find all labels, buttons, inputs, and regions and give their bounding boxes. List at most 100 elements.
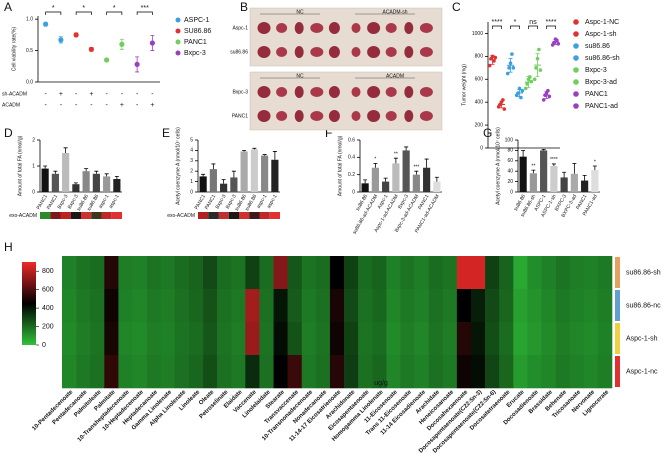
row-label: ACADM <box>2 102 20 108</box>
error-bar <box>531 169 536 174</box>
legend-marker <box>573 79 579 85</box>
heatmap-cell <box>428 355 444 389</box>
bar <box>550 166 558 192</box>
y-tick-label: 100 <box>505 137 514 143</box>
error-bar <box>582 174 587 181</box>
significance-bracket <box>492 25 502 29</box>
tumor <box>257 22 271 34</box>
colorbar <box>22 262 36 345</box>
data-point <box>88 46 94 52</box>
panel-letter: A <box>4 0 12 14</box>
bar <box>72 184 80 192</box>
heatmap-cell <box>287 322 303 356</box>
data-point <box>134 61 140 67</box>
strip-cell <box>249 212 260 219</box>
tumor <box>385 87 397 97</box>
y-tick-label: 80 <box>507 148 513 154</box>
heatmap-cell <box>456 256 472 290</box>
error-bar <box>363 179 368 184</box>
significance-bracket <box>136 11 153 15</box>
heatmap-cell <box>513 289 528 323</box>
y-tick-label: 0 <box>352 189 355 195</box>
tumor <box>419 47 433 57</box>
heatmap-cell <box>569 289 585 323</box>
heatmap-cell <box>597 256 613 290</box>
significance-bracket <box>510 25 520 29</box>
tumor <box>276 23 288 33</box>
heatmap-cell <box>344 289 359 323</box>
data-point <box>510 52 514 56</box>
heatmap-cell <box>203 322 218 356</box>
y-tick-label: 600 <box>475 77 484 83</box>
bar <box>392 163 400 192</box>
tumor <box>276 87 288 97</box>
error-bar <box>562 171 567 178</box>
y-tick-label: 60 <box>507 158 513 164</box>
heatmap-cell <box>583 256 599 290</box>
heatmap-cell <box>386 256 401 290</box>
error-bar <box>373 163 378 168</box>
error-bar <box>526 75 531 89</box>
strip-cell <box>269 212 280 219</box>
tumor <box>294 110 304 122</box>
heatmap-cell <box>513 355 528 389</box>
heatmap-cell <box>541 355 556 389</box>
row-color-bar <box>615 356 620 387</box>
tumor <box>404 22 414 34</box>
data-point <box>511 66 516 70</box>
legend-label: Bxpc-3-ad <box>585 79 617 86</box>
strip-cell <box>60 212 71 219</box>
tumor <box>419 87 433 97</box>
error-bar <box>231 170 236 178</box>
heatmap-cell <box>132 289 147 323</box>
heatmap-cell <box>513 256 528 290</box>
heatmap-cell <box>414 322 429 356</box>
error-bar <box>94 170 99 174</box>
error-bar <box>541 148 546 151</box>
bar <box>250 149 258 192</box>
significance-label: ** <box>394 152 398 158</box>
data-point <box>73 32 79 38</box>
y-tick-label: 800 <box>475 54 484 60</box>
y-axis-label: Acetyl coenzyme A (nmol/10⁷ cells) <box>495 127 501 205</box>
heatmap-cell <box>245 256 260 290</box>
heatmap-cell <box>541 256 556 290</box>
legend-label: ASPC-1 <box>184 17 209 24</box>
heatmap-cell <box>231 322 246 356</box>
unit-label: ug/g <box>374 380 388 387</box>
heatmap-cell <box>90 256 105 290</box>
sign: - <box>136 102 139 109</box>
heatmap-cell <box>160 322 176 356</box>
colorbar-tick-label: 400 <box>42 305 54 312</box>
data-point <box>538 68 543 72</box>
photo-header: NC <box>296 9 304 15</box>
data-point <box>58 37 64 43</box>
heatmap-cell <box>287 256 303 290</box>
significance-bracket <box>45 11 62 15</box>
sign: + <box>59 91 63 98</box>
heatmap-cell <box>174 355 190 389</box>
heatmap-cell <box>118 289 133 323</box>
heatmap-cell <box>470 289 486 323</box>
photo <box>249 71 443 131</box>
y-tick-label: 0.5 <box>26 48 33 54</box>
heatmap-cell <box>386 289 401 323</box>
panel-letter: E <box>162 126 170 140</box>
panel-letter: G <box>483 126 492 140</box>
bar <box>560 177 568 192</box>
heatmap-cell <box>597 355 613 389</box>
heatmap-cell <box>273 322 288 356</box>
error-bar <box>572 163 577 174</box>
heatmap-cell <box>118 355 133 389</box>
tumor <box>310 87 324 97</box>
error-bar <box>73 182 78 185</box>
significance-label: * <box>82 5 85 12</box>
tumor <box>257 110 271 122</box>
heatmap-cell <box>62 289 77 323</box>
error-bar <box>499 100 504 109</box>
data-point <box>541 98 546 102</box>
heatmap-cell <box>104 355 119 389</box>
sign: - <box>90 102 93 109</box>
heatmap-cell <box>132 256 147 290</box>
heatmap-cell <box>456 355 472 389</box>
